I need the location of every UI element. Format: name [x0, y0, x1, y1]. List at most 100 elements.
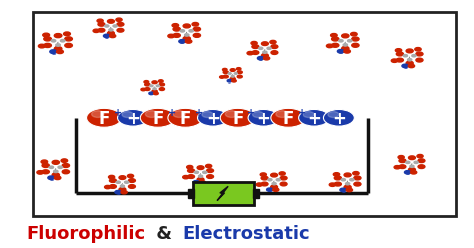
Circle shape — [230, 69, 235, 71]
Circle shape — [183, 24, 191, 28]
Circle shape — [180, 30, 184, 32]
Circle shape — [116, 18, 122, 21]
Circle shape — [193, 33, 201, 37]
Circle shape — [152, 81, 157, 84]
Circle shape — [399, 159, 406, 163]
Circle shape — [327, 44, 333, 48]
Circle shape — [396, 52, 403, 56]
Circle shape — [328, 112, 339, 118]
Text: +: + — [195, 108, 203, 118]
Circle shape — [118, 109, 148, 126]
Circle shape — [399, 165, 406, 168]
Text: Electrostatic: Electrostatic — [182, 225, 310, 243]
Circle shape — [414, 161, 418, 163]
Circle shape — [37, 171, 44, 174]
Circle shape — [408, 59, 412, 61]
Circle shape — [406, 161, 410, 163]
Circle shape — [247, 52, 253, 55]
Circle shape — [109, 185, 116, 188]
Circle shape — [416, 52, 423, 56]
Circle shape — [344, 173, 351, 177]
Circle shape — [280, 182, 287, 186]
Text: −: − — [406, 172, 410, 177]
Circle shape — [173, 27, 180, 31]
Circle shape — [185, 40, 192, 43]
Circle shape — [109, 34, 116, 38]
Text: −: − — [268, 189, 272, 195]
Text: −: − — [341, 190, 345, 195]
Circle shape — [115, 190, 121, 194]
Circle shape — [64, 32, 71, 36]
Text: +: + — [307, 110, 321, 128]
Circle shape — [412, 55, 416, 57]
Text: −: − — [150, 93, 153, 97]
Circle shape — [199, 181, 205, 184]
Circle shape — [121, 190, 127, 194]
Circle shape — [341, 179, 346, 181]
Text: F: F — [180, 110, 191, 128]
Circle shape — [332, 37, 339, 41]
Circle shape — [122, 112, 133, 118]
Circle shape — [116, 181, 120, 183]
Circle shape — [342, 46, 349, 50]
Circle shape — [113, 25, 117, 27]
Circle shape — [262, 42, 268, 46]
Circle shape — [344, 50, 350, 53]
Circle shape — [55, 33, 62, 38]
Circle shape — [152, 90, 157, 93]
Circle shape — [56, 44, 60, 46]
Circle shape — [61, 159, 68, 162]
Circle shape — [65, 37, 73, 41]
Circle shape — [352, 43, 359, 47]
Text: F: F — [152, 110, 164, 128]
Text: +: + — [247, 108, 255, 118]
Circle shape — [120, 185, 125, 187]
Circle shape — [206, 164, 212, 168]
Circle shape — [51, 39, 56, 42]
Circle shape — [410, 165, 414, 167]
Circle shape — [197, 178, 204, 181]
Circle shape — [172, 24, 179, 27]
Text: −: − — [180, 41, 184, 46]
Circle shape — [207, 169, 213, 173]
Circle shape — [264, 57, 270, 60]
Circle shape — [343, 44, 347, 46]
Circle shape — [42, 170, 49, 174]
Circle shape — [173, 111, 185, 118]
Circle shape — [55, 47, 62, 51]
Circle shape — [330, 33, 337, 37]
Circle shape — [271, 108, 306, 127]
Text: +: + — [114, 108, 122, 118]
Text: Fluorophilic: Fluorophilic — [26, 225, 146, 243]
Text: −: − — [258, 58, 263, 63]
Circle shape — [158, 80, 163, 82]
Circle shape — [257, 57, 264, 60]
Text: +: + — [298, 108, 306, 118]
Circle shape — [44, 37, 51, 41]
Circle shape — [271, 51, 278, 54]
Circle shape — [58, 166, 63, 168]
Circle shape — [340, 188, 346, 192]
Circle shape — [199, 175, 202, 177]
Circle shape — [354, 182, 361, 186]
Bar — [188, 189, 194, 198]
Circle shape — [220, 108, 255, 127]
Circle shape — [404, 171, 410, 174]
Circle shape — [146, 111, 158, 118]
Circle shape — [108, 31, 114, 35]
Circle shape — [141, 88, 146, 91]
Circle shape — [97, 19, 103, 23]
Circle shape — [271, 173, 277, 177]
Circle shape — [119, 176, 126, 180]
Circle shape — [60, 39, 65, 42]
Circle shape — [56, 50, 64, 54]
Circle shape — [417, 155, 423, 158]
Circle shape — [219, 76, 224, 78]
Circle shape — [267, 47, 271, 49]
Circle shape — [261, 182, 268, 186]
Circle shape — [173, 33, 180, 37]
Text: +: + — [126, 110, 140, 128]
Circle shape — [188, 175, 194, 178]
Circle shape — [187, 165, 193, 169]
Text: +: + — [206, 110, 220, 128]
